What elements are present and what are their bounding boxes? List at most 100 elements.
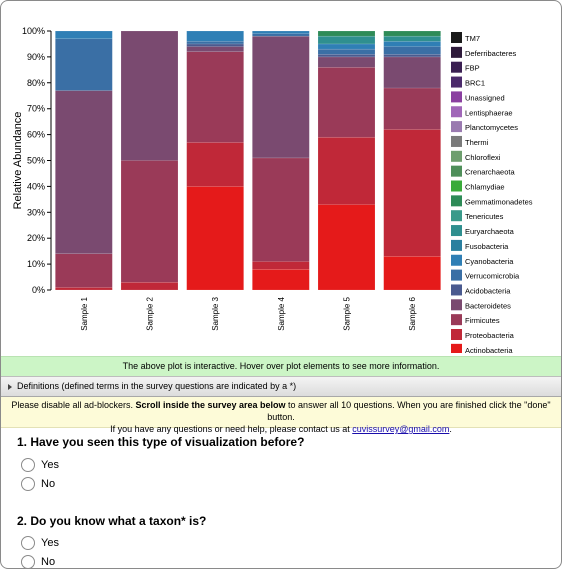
bar-segment-bacteroidetes[interactable]: Sample 2: Bacteroidetes 50%: [120, 30, 179, 161]
bar-segment-actinobacteria[interactable]: Sample 3: Actinobacteria 40%: [186, 186, 244, 291]
bar-segment-acidobacteria[interactable]: Sample 6: Acidobacteria 1%: [383, 54, 441, 58]
legend-swatch-tenericutes[interactable]: [451, 210, 462, 222]
bar-segment-bacteroidetes[interactable]: Sample 5: Bacteroidetes 4%: [317, 56, 376, 68]
bar-segment-cyanobacteria[interactable]: Sample 6: Cyanobacteria 2%: [383, 41, 441, 47]
bar-segment-verrucomicrobia[interactable]: Sample 6: Verrucomicrobia 3%: [383, 46, 441, 55]
legend-swatch-verrucomicrobia[interactable]: [451, 269, 462, 281]
bar-segment-acidobacteria[interactable]: Sample 5: Acidobacteria 1%: [317, 54, 376, 58]
legend-label: TM7: [465, 34, 480, 43]
bar-segment-bacteroidetes[interactable]: Sample 4: Bacteroidetes 47%: [252, 35, 310, 159]
question-2-title: 2. Do you know what a taxon* is?: [17, 514, 207, 528]
legend-label: Fusobacteria: [465, 242, 509, 251]
radio-button[interactable]: [21, 457, 35, 472]
y-tick-label: 20%: [27, 233, 45, 243]
notice-text-2: to answer all 10 questions. When you are…: [267, 400, 551, 422]
legend-swatch-thermi[interactable]: [451, 135, 462, 147]
q1-option-yes[interactable]: Yes: [21, 456, 59, 472]
option-label: No: [41, 555, 56, 568]
bar-segment-cyanobacteria[interactable]: Sample 5: Cyanobacteria 2%: [317, 43, 376, 50]
legend-swatch-proteobacteria[interactable]: [451, 329, 462, 340]
bar-segment-proteobacteria[interactable]: Sample 2: Proteobacteria 3%: [120, 281, 179, 291]
bar-segment-bacteroidetes[interactable]: Sample 6: Bacteroidetes 12%: [383, 56, 441, 89]
legend-label: Proteobacteria: [465, 331, 515, 340]
legend-swatch-tm7[interactable]: [451, 32, 462, 43]
bar-segment-proteobacteria[interactable]: Sample 4: Proteobacteria 3%: [252, 261, 310, 270]
y-tick-label: 80%: [27, 78, 45, 88]
legend-swatch-planctomycetes[interactable]: [451, 121, 462, 133]
q2-option-yes[interactable]: Yes: [21, 534, 59, 550]
y-tick-label: 0%: [32, 285, 45, 295]
bar-segment-actinobacteria[interactable]: Sample 6: Actinobacteria 13%: [383, 256, 441, 291]
bar-segment-gemmatimonadetes[interactable]: Sample 6: Gemmatimonadetes 2%: [383, 30, 441, 37]
legend-swatch-acidobacteria[interactable]: [451, 284, 462, 296]
legend-swatch-chlamydiae[interactable]: [451, 180, 462, 192]
legend-label: Lentisphaerae: [465, 108, 513, 117]
legend-swatch-cyanobacteria[interactable]: [451, 254, 462, 266]
legend-label: Acidobacteria: [465, 286, 511, 295]
bar-segment-euryarchaeota[interactable]: Sample 6: Euryarchaeota 2%: [383, 35, 441, 42]
contact-email-link[interactable]: cuvissurvey@gmail.com: [352, 424, 450, 434]
legend-label: BRC1: [465, 79, 485, 88]
legend-label: Planctomycetes: [465, 123, 518, 132]
bar-segment-verrucomicrobia[interactable]: Sample 3: Verrucomicrobia 1%: [186, 41, 244, 45]
legend-swatch-chloroflexi[interactable]: [451, 150, 462, 162]
info-bar-text: The above plot is interactive. Hover ove…: [122, 361, 440, 371]
legend-swatch-euryarchaeota[interactable]: [451, 225, 462, 237]
legend-label: Actinobacteria: [465, 346, 513, 353]
y-tick-label: 50%: [27, 156, 45, 166]
legend-swatch-gemmatimonadetes[interactable]: [451, 195, 462, 207]
bar-segment-proteobacteria[interactable]: Sample 1: Proteobacteria 1%: [55, 287, 113, 291]
notice-text-1: Please disable all ad-blockers.: [11, 400, 136, 410]
legend-label: Tenericutes: [465, 212, 504, 221]
bar-segment-acidobacteria[interactable]: Sample 3: Acidobacteria 1%: [186, 43, 244, 47]
legend-swatch-firmicutes[interactable]: [451, 314, 462, 326]
y-tick-label: 70%: [27, 104, 45, 114]
option-label: Yes: [41, 458, 59, 471]
q2-option-no[interactable]: No: [21, 553, 56, 568]
bar-segment-gemmatimonadetes[interactable]: Sample 5: Gemmatimonadetes 2%: [317, 30, 376, 37]
bar-segment-verrucomicrobia[interactable]: Sample 5: Verrucomicrobia 2%: [317, 48, 376, 55]
radio-button[interactable]: [21, 476, 35, 491]
x-tick-label: Sample 5: [343, 296, 352, 330]
definitions-toggle[interactable]: Definitions (defined terms in the survey…: [1, 376, 561, 397]
bar-segment-proteobacteria[interactable]: Sample 5: Proteobacteria 26%: [317, 136, 376, 205]
bar-segment-cyanobacteria[interactable]: Sample 3: Cyanobacteria 4%: [186, 30, 244, 42]
bar-segment-firmicutes[interactable]: Sample 6: Firmicutes 16%: [383, 87, 441, 130]
x-tick-label: Sample 6: [408, 296, 417, 330]
bar-segment-firmicutes[interactable]: Sample 3: Firmicutes 35%: [186, 51, 244, 143]
legend-swatch-fusobacteria[interactable]: [451, 239, 462, 251]
legend-swatch-bacteroidetes[interactable]: [451, 299, 462, 311]
radio-button[interactable]: [21, 535, 35, 550]
bar-segment-firmicutes[interactable]: Sample 5: Firmicutes 27%: [317, 67, 376, 138]
bar-segment-euryarchaeota[interactable]: Sample 5: Euryarchaeota 3%: [317, 35, 376, 45]
bar-segment-verrucomicrobia[interactable]: Sample 1: Verrucomicrobia 20%: [55, 38, 113, 91]
legend-swatch-fbp[interactable]: [451, 61, 462, 73]
legend-label: FBP: [465, 64, 480, 73]
bar-segment-bacteroidetes[interactable]: Sample 3: Bacteroidetes 2%: [186, 46, 244, 52]
radio-button[interactable]: [21, 554, 35, 568]
legend-swatch-actinobacteria[interactable]: [451, 343, 462, 353]
legend-swatch-deferribacteres[interactable]: [451, 46, 462, 58]
legend-label: Deferribacteres: [465, 49, 517, 58]
legend-swatch-lentisphaerae[interactable]: [451, 106, 462, 118]
legend-swatch-unassigned[interactable]: [451, 91, 462, 103]
bar-segment-proteobacteria[interactable]: Sample 6: Proteobacteria 49%: [383, 129, 441, 257]
bar-segment-cyanobacteria[interactable]: Sample 1: Cyanobacteria 3%: [55, 30, 113, 40]
bar-segment-verrucomicrobia[interactable]: Sample 4: Verrucomicrobia 1%: [252, 33, 310, 37]
bar-segment-proteobacteria[interactable]: Sample 3: Proteobacteria 17%: [186, 142, 244, 187]
bar-segment-actinobacteria[interactable]: Sample 4: Actinobacteria 8%: [252, 269, 310, 291]
bar-segment-cyanobacteria[interactable]: Sample 4: Cyanobacteria 1%: [252, 30, 310, 34]
legend-swatch-brc1[interactable]: [451, 76, 462, 88]
legend-swatch-crenarchaeota[interactable]: [451, 165, 462, 177]
bar-segment-firmicutes[interactable]: Sample 1: Firmicutes 13%: [55, 253, 113, 288]
stacked-bar-chart[interactable]: Sample 1: Proteobacteria 1%Sample 1: Fir…: [1, 1, 561, 353]
bar-segment-actinobacteria[interactable]: Sample 5: Actinobacteria 33%: [317, 204, 376, 291]
y-tick-label: 10%: [27, 259, 45, 269]
q1-option-no[interactable]: No: [21, 475, 55, 491]
bar-segment-firmicutes[interactable]: Sample 2: Firmicutes 47%: [120, 160, 179, 283]
bar-segment-firmicutes[interactable]: Sample 4: Firmicutes 40%: [252, 157, 310, 262]
bar-segment-bacteroidetes[interactable]: Sample 1: Bacteroidetes 63%: [55, 90, 113, 254]
x-tick-label: Sample 4: [277, 296, 286, 330]
expand-triangle-icon: [8, 383, 12, 390]
